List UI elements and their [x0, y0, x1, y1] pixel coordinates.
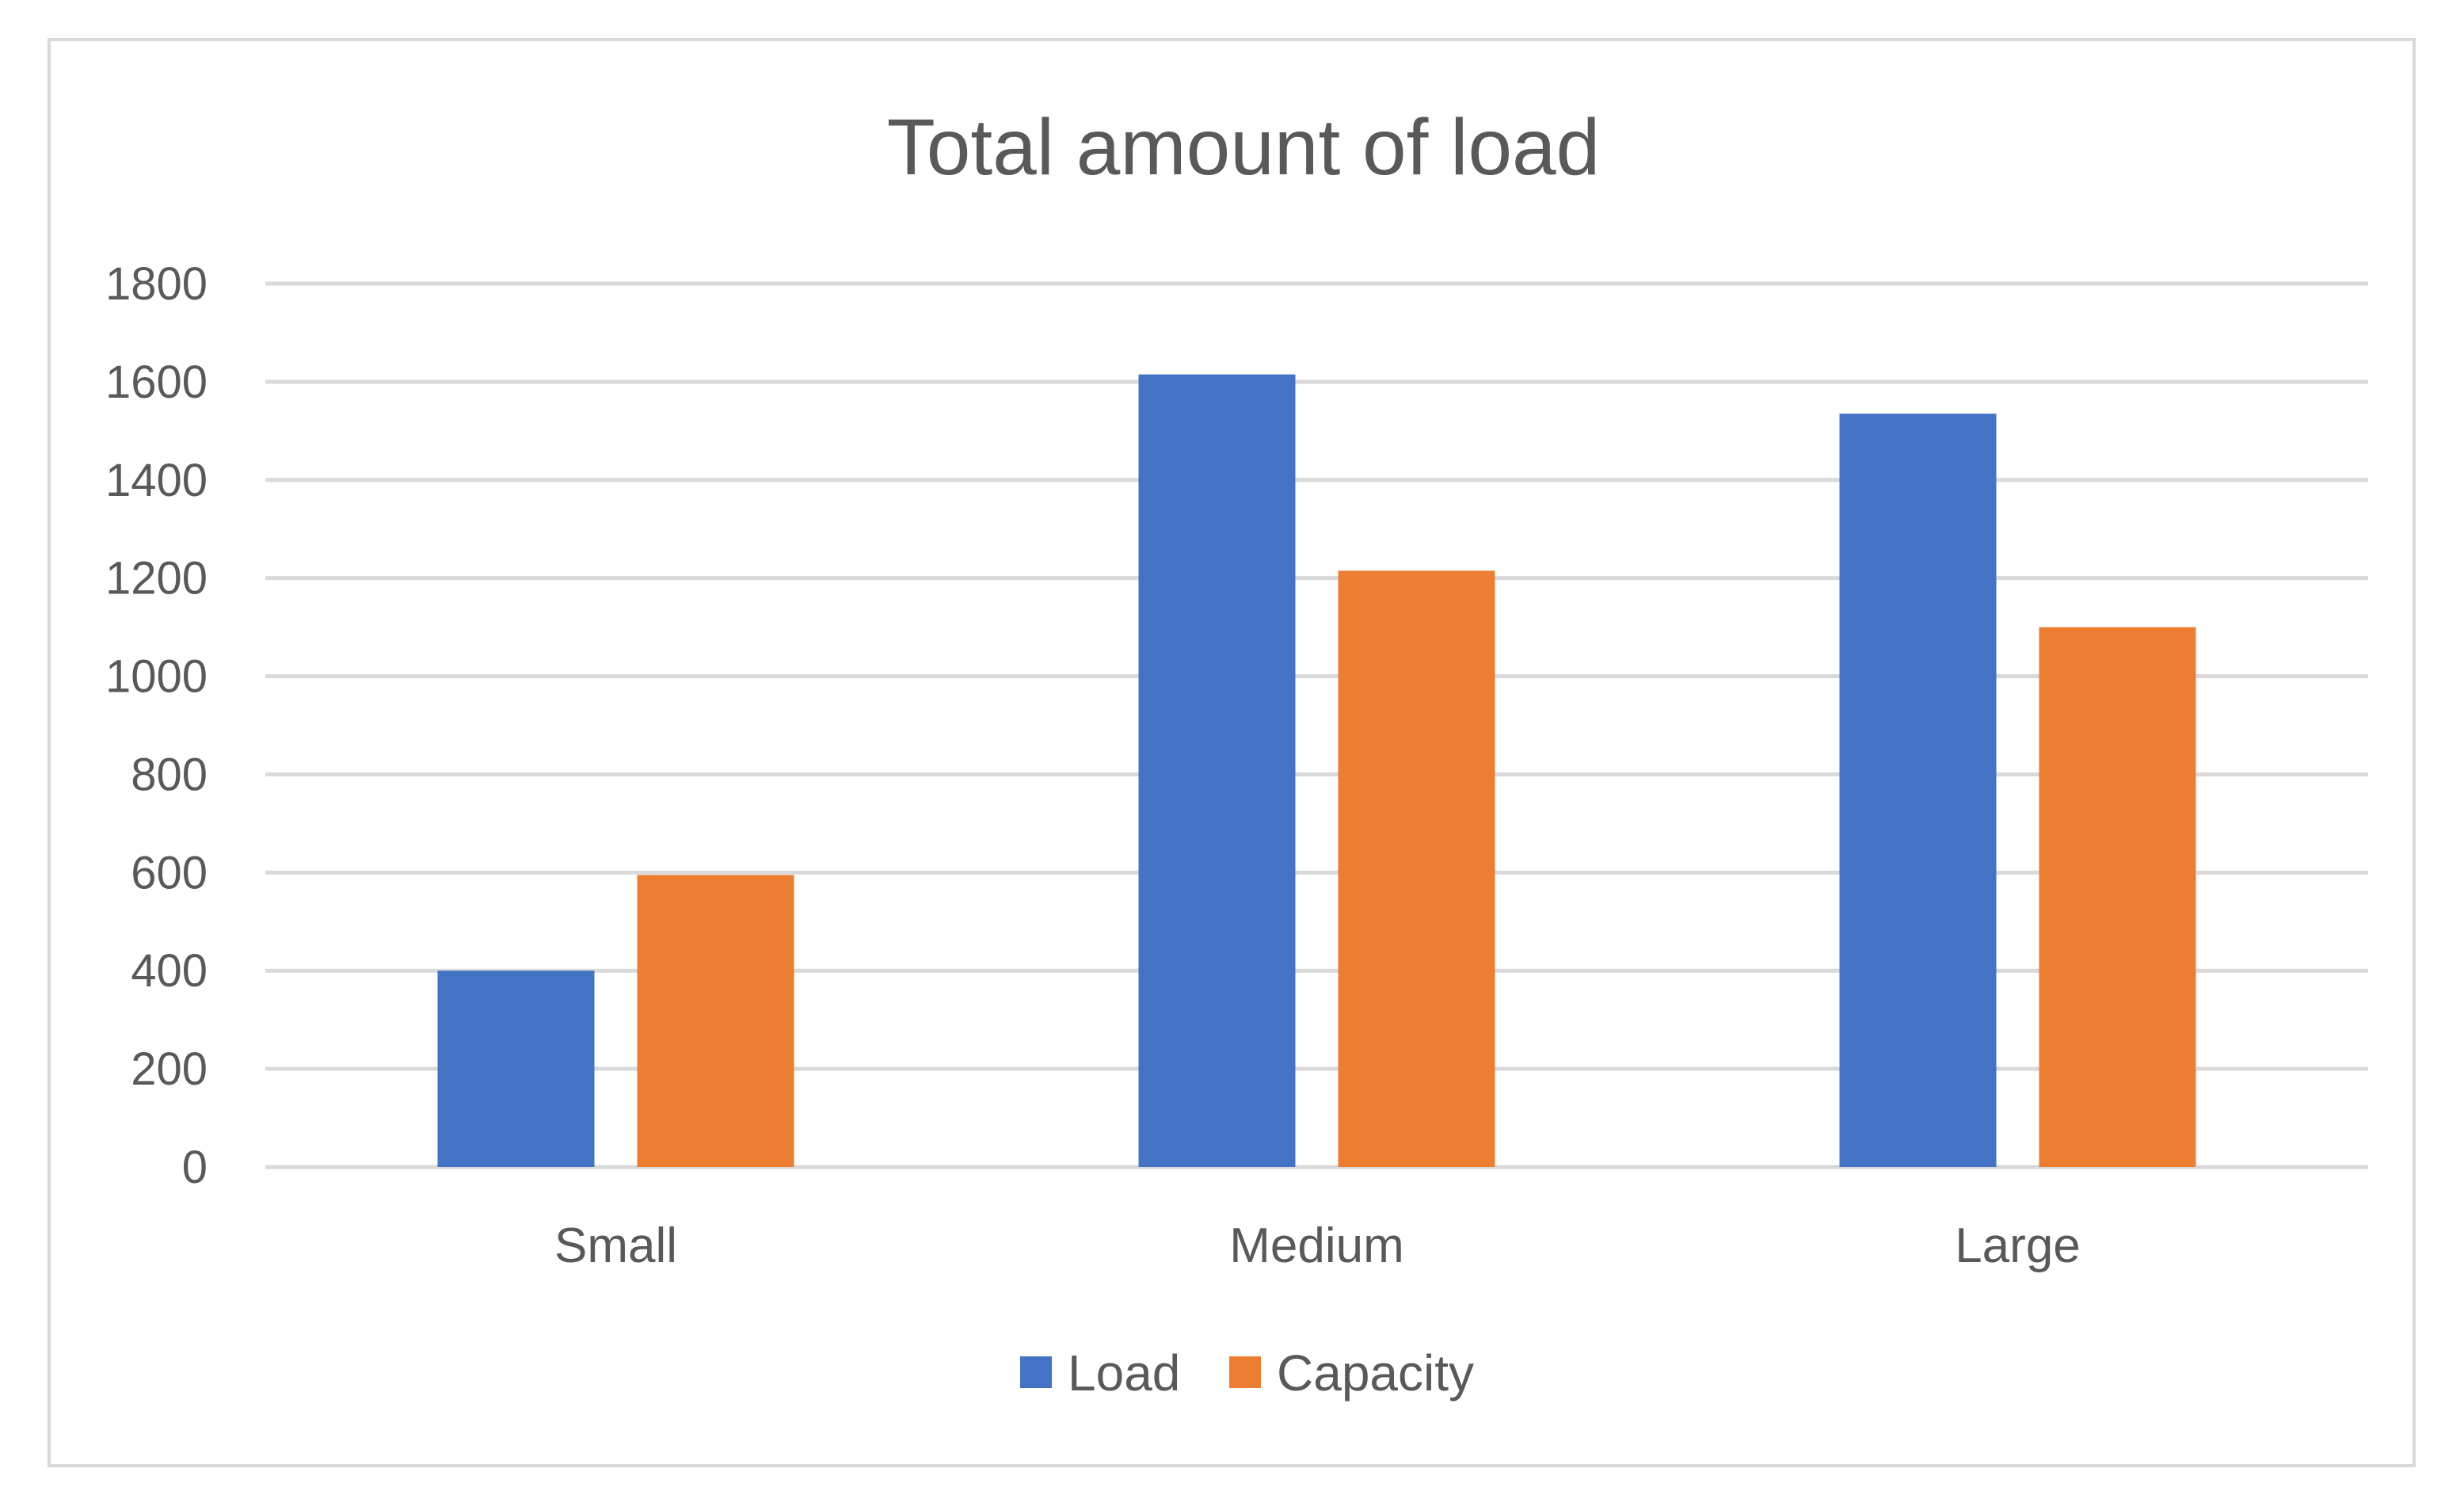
y-tick-label: 600 — [131, 847, 208, 898]
y-tick-label: 1600 — [105, 357, 208, 408]
y-tick-label: 200 — [131, 1043, 208, 1095]
legend-swatch-capacity — [1229, 1356, 1261, 1388]
bar-load-medium — [1138, 374, 1296, 1167]
chart-title: Total amount of load — [887, 103, 1601, 192]
x-axis-categories: Small Medium Large — [554, 1219, 2081, 1273]
y-tick-label: 400 — [131, 945, 208, 997]
legend: Load Capacity — [1020, 1344, 1474, 1402]
y-tick-label: 0 — [182, 1142, 208, 1193]
y-tick-label: 1800 — [105, 258, 208, 310]
y-tick-label: 1400 — [105, 455, 208, 506]
bar-load-large — [1839, 414, 1997, 1167]
bar-capacity-small — [637, 875, 794, 1167]
bar-capacity-large — [2039, 627, 2196, 1167]
legend-label-load: Load — [1068, 1344, 1180, 1402]
bar-capacity-medium — [1338, 570, 1495, 1167]
y-tick-label: 1000 — [105, 651, 208, 703]
x-category-label: Small — [554, 1219, 677, 1273]
x-category-label: Large — [1955, 1219, 2081, 1273]
legend-label-capacity: Capacity — [1277, 1344, 1474, 1402]
gridlines — [265, 281, 2368, 1169]
y-axis-ticks: 0 200 400 600 800 1000 1200 1400 1600 1800 — [105, 258, 208, 1193]
y-tick-label: 1200 — [105, 553, 208, 604]
legend-swatch-load — [1020, 1356, 1052, 1388]
x-category-label: Medium — [1229, 1219, 1404, 1273]
bars — [437, 374, 2196, 1167]
y-tick-label: 800 — [131, 749, 208, 800]
bar-load-small — [437, 971, 595, 1167]
